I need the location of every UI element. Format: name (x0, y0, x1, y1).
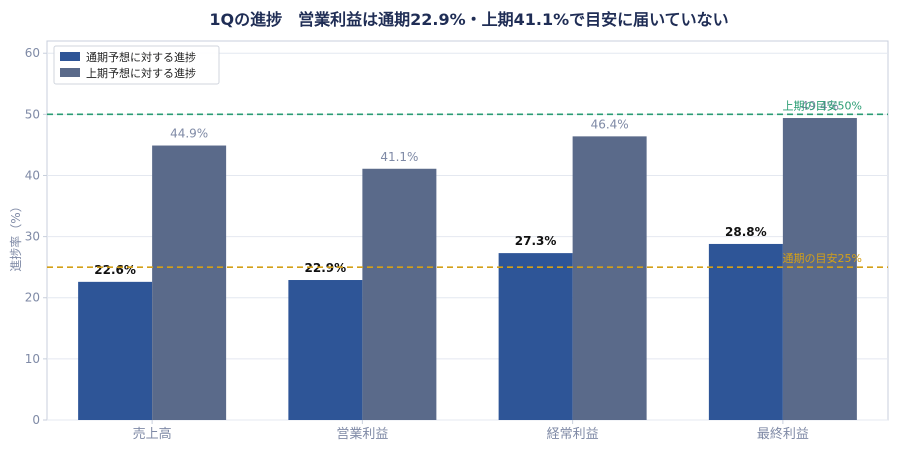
reference-line-label: 上期の目安50% (783, 98, 862, 112)
bar-value-label: 27.3% (515, 234, 557, 248)
x-tick-label: 経常利益 (547, 427, 599, 442)
chart-title: 1Qの進捗 営業利益は通期22.9%・上期41.1%で目安に届いていない (209, 10, 728, 29)
bar-value-label: 41.1% (380, 150, 418, 164)
legend-swatch (60, 68, 80, 77)
legend-swatch (60, 52, 80, 61)
reference-line-label: 通期の目安25% (783, 251, 862, 265)
bar-first-half-progress (362, 168, 437, 420)
bar-first-half-progress (572, 136, 647, 420)
bar-value-label: 22.6% (94, 263, 136, 277)
legend-label: 通期予想に対する進捗 (86, 50, 196, 64)
bar-full-year-progress (78, 281, 153, 420)
legend-box (53, 45, 220, 85)
bar-full-year-progress (498, 253, 573, 420)
bar-value-label: 22.9% (305, 261, 347, 275)
bar-value-label: 46.4% (591, 117, 629, 131)
bar-full-year-progress (708, 243, 783, 420)
y-axis-title: 進捗率（%） (8, 200, 23, 271)
x-tick-label: 売上高 (133, 426, 172, 442)
y-tick-label: 50 (25, 107, 40, 121)
y-tick-label: 60 (25, 46, 40, 60)
bar-first-half-progress (782, 118, 857, 420)
bar-first-half-progress (152, 145, 227, 420)
legend-label: 上期予想に対する進捗 (86, 66, 196, 80)
bar-value-label: 49.4% (801, 99, 839, 113)
x-tick-label: 営業利益 (336, 426, 388, 442)
y-tick-label: 30 (25, 230, 40, 244)
bar-full-year-progress (288, 280, 363, 420)
bar-value-label: 28.8% (725, 225, 767, 239)
y-tick-label: 20 (25, 291, 40, 305)
bar-value-label: 44.9% (170, 127, 208, 141)
y-tick-label: 10 (25, 352, 40, 366)
plot-area: 0 10 20 30 40 50 60 22.6% 44.9% 売上高 22.9% 41.1% 営業利益… (25, 40, 889, 442)
y-tick-label: 40 (25, 168, 40, 182)
x-tick-label: 最終利益 (757, 426, 809, 442)
y-tick-label: 0 (32, 413, 40, 427)
